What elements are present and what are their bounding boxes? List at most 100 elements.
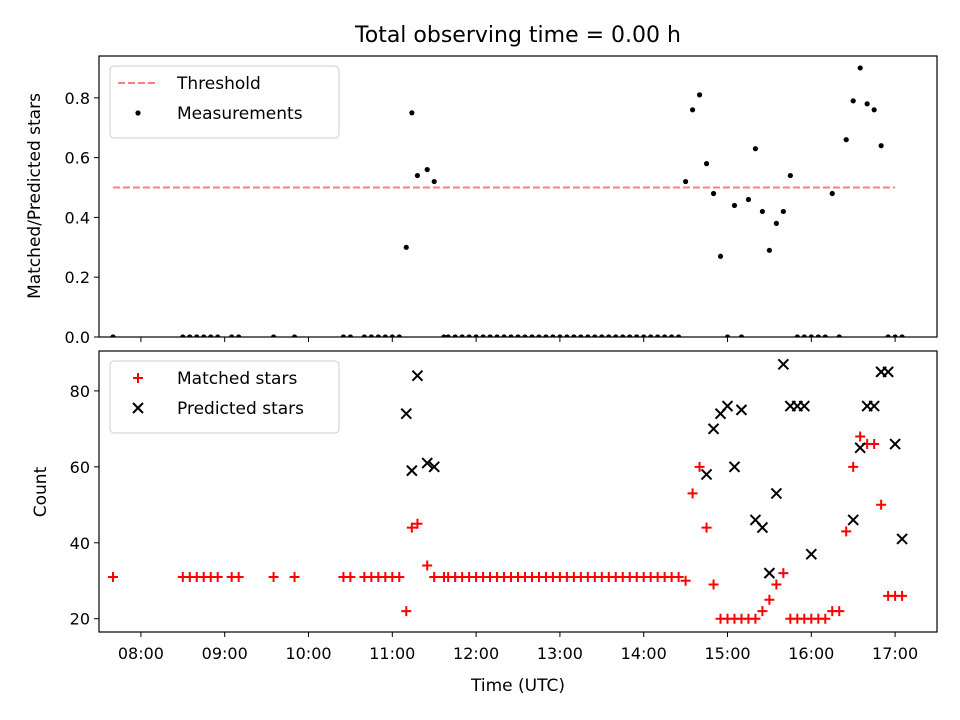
measurement-point [899,334,905,337]
measurement-point [480,334,486,337]
x-tick-label: 15:00 [704,644,750,663]
measurement-point [703,161,710,167]
measurement-point [676,334,682,337]
measurement-point [368,334,374,337]
measurement-point [724,334,731,337]
measurement-point [696,92,703,98]
measurement-point [187,334,193,337]
measurement-point [536,334,542,337]
measurement-point [291,334,298,337]
predicted-point [896,533,908,545]
predicted-point [428,461,440,473]
matched-point [345,571,356,582]
matched-point [268,571,279,582]
matched-point [406,522,417,533]
matched-point [897,590,908,601]
measurement-point [494,334,500,337]
predicted-point [707,423,720,435]
measurement-point [180,334,186,337]
axes-frame [98,350,938,633]
legend-label: Threshold [176,74,261,94]
measurement-point [662,334,668,337]
legend-label: Predicted stars [177,399,304,419]
measurement-point [409,110,415,116]
measurement-point [270,334,277,337]
predicted-point [805,548,818,560]
y-tick-label: 0.0 [65,328,90,347]
measurement-point [850,98,856,104]
matched-point [778,568,789,579]
measurement-point [441,334,447,337]
measurement-point [431,178,437,185]
measurement-point [445,334,451,337]
measurement-point [878,143,884,149]
measurement-point [808,334,814,337]
matched-point [673,571,684,582]
measurement-point [522,334,528,337]
measurement-point [403,244,409,250]
x-tick-label: 10:00 [285,644,331,663]
measurement-point [571,334,577,337]
matched-point [422,560,433,571]
measurement-point [815,334,821,337]
measurement-point [885,334,891,337]
legend-swatch-measurements [135,110,141,116]
measurement-point [529,334,535,337]
measurement-point [229,334,235,337]
measurement-point [557,334,563,337]
measurement-point [634,334,640,337]
measurement-point [794,334,800,337]
measurement-point [578,334,584,337]
predicted-point [868,400,880,412]
measurement-point [592,334,598,337]
axes-frame [98,55,938,338]
matched-point [764,594,775,605]
measurement-point [787,172,793,179]
x-tick-label: 08:00 [118,644,164,663]
measurement-point [347,334,353,337]
measurement-point [669,334,675,337]
legend-swatch-predicted [132,402,144,414]
predicted-point [763,567,776,579]
measurement-point [822,334,828,337]
measurement-point [801,334,807,337]
measurement-point [766,247,773,253]
matched-point [834,606,845,617]
y-tick-label: 0.6 [65,149,90,168]
measurement-point [361,334,367,337]
legend-1: Matched stars Predicted stars [109,360,340,434]
top-chart-title: Total observing time = 0.00 h [354,23,681,48]
plot-area-1 [107,358,908,624]
bottom-y-axis-label: Count [31,466,51,517]
measurement-point [613,334,619,337]
matched-point [855,431,866,442]
x-tick-label: 13:00 [537,644,583,663]
matched-point [212,571,223,582]
bottom-panel: 20 40 60 80 08:00 09:00 10:00 11:00 12:00 13:00 14… [70,350,938,663]
y-tick-label: 80 [70,382,90,401]
measurement-point [683,178,689,185]
y-tick-label: 40 [70,534,90,553]
matched-point [771,579,782,590]
top-panel: 0.0 0.2 0.4 0.6 0.8 Threshold Measurements [65,55,938,347]
measurement-point [829,190,835,197]
measurement-point [236,334,242,337]
measurement-point [731,202,738,209]
measurement-point [892,334,898,337]
x-tick-label: 11:00 [369,644,415,663]
matched-point [233,571,244,582]
measurement-point [717,253,724,259]
measurement-point [487,334,493,337]
matched-point [694,461,705,472]
measurement-point [780,208,786,215]
measurement-point [745,196,752,203]
series-0 [107,431,908,624]
x-tick-label: 09:00 [202,644,248,663]
y-tick-label: 0.4 [65,208,90,227]
measurement-point [759,208,766,215]
measurement-point [550,334,556,337]
matched-point [876,499,887,510]
measurement-point [689,107,696,113]
x-tick-label: 14:00 [621,644,667,663]
predicted-point [798,400,811,412]
